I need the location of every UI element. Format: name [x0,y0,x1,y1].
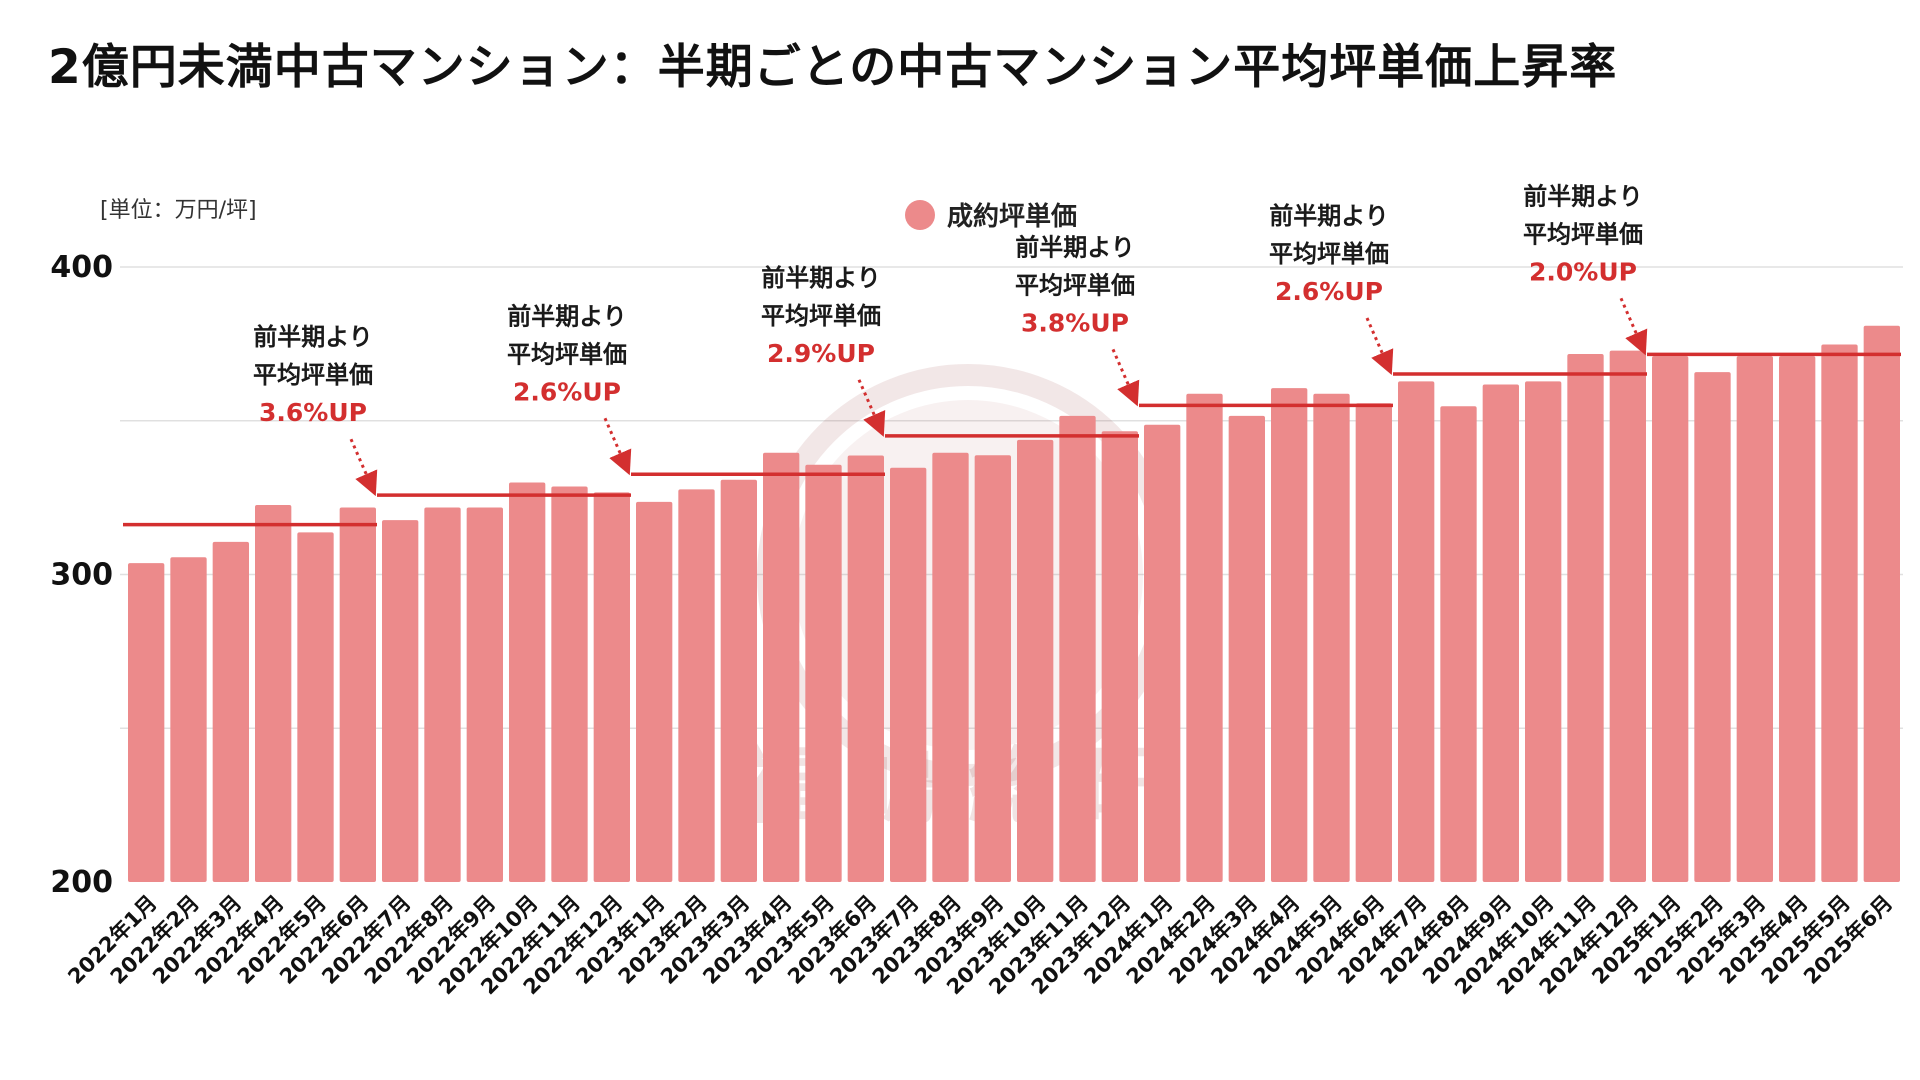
bar [1482,384,1519,882]
bar [890,467,927,882]
bar [255,505,292,882]
y-tick-label: 200 [50,865,113,900]
legend-marker [905,199,935,230]
bar [1186,393,1223,882]
arrow-icon [1619,297,1648,356]
annotation-line2: 平均坪単価 [761,302,881,330]
annotation-line1: 前半期より [253,323,373,351]
bar [1271,388,1308,882]
bar [297,532,334,882]
chart-title: 2億円未満中古マンション：半期ごとの中古マンション平均坪単価上昇率 [48,40,1618,95]
bar [1652,356,1689,882]
bar [551,486,588,882]
bar [678,489,715,882]
annotation-line1: 前半期より [1015,233,1135,261]
bar [1355,403,1392,882]
bar [1736,356,1773,882]
bar [1567,354,1604,883]
arrow-icon [603,417,632,476]
bar [593,492,630,882]
bar [1779,356,1816,882]
annotation-line2: 平均坪単価 [1269,240,1389,268]
annotation-percent: 2.6%UP [1275,277,1383,306]
bar [847,455,884,882]
bar [1525,381,1562,882]
bar [974,455,1011,882]
annotation-percent: 3.6%UP [259,398,367,427]
arrow-icon [349,438,378,497]
annotation-line2: 平均坪単価 [1523,220,1643,248]
annotation-line1: 前半期より [761,264,881,292]
annotation-percent: 2.0%UP [1529,257,1637,286]
legend-label: 成約坪単価 [947,202,1078,232]
bar [339,507,376,882]
bar [1228,415,1265,882]
bar [763,452,800,882]
bar [466,507,503,882]
bar [212,541,249,882]
bar [382,520,419,882]
legend: 成約坪単価 [905,196,1077,233]
arrow-icon [1111,348,1140,407]
unit-label: [単位：万円/坪] [100,198,257,223]
arrow-icon [1365,317,1394,376]
bar [1821,344,1858,882]
annotation-line1: 前半期より [507,302,627,330]
bar [509,482,546,882]
y-tick-label: 400 [50,250,113,285]
annotation-line2: 平均坪単価 [253,361,373,389]
bar [1863,325,1900,882]
annotation-line2: 平均坪単価 [1015,271,1135,299]
bar [1398,381,1435,882]
bar [636,501,673,882]
bar [1059,415,1096,882]
annotation-percent: 2.6%UP [513,377,621,406]
bar [1694,372,1731,882]
bar [805,464,842,882]
bar [170,557,207,882]
bar [424,507,461,882]
arrow-icon [857,379,886,437]
bar [1313,393,1350,882]
annotation-line2: 平均坪単価 [507,340,627,368]
bar [1609,350,1646,882]
bar [1017,439,1054,882]
annotation-percent: 2.9%UP [767,339,875,368]
y-tick-label: 300 [50,558,113,593]
annotation-percent: 3.8%UP [1021,308,1129,337]
annotation-line1: 前半期より [1269,202,1389,230]
bar [1101,431,1138,882]
annotation-line1: 前半期より [1523,182,1643,210]
bar [128,563,165,882]
bar [720,479,757,882]
bar [1440,406,1477,882]
bar [932,452,969,882]
bar [1144,424,1181,882]
